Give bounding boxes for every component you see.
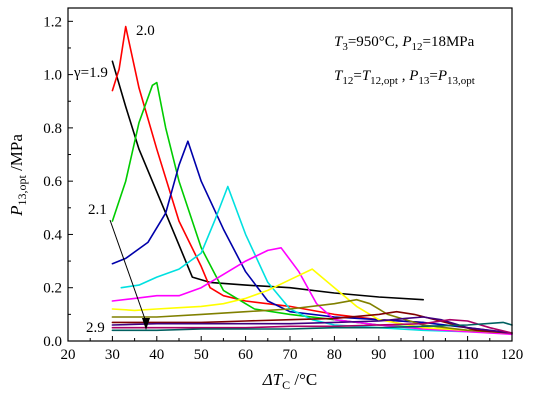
x-tick-label: 50 — [194, 347, 209, 363]
y-tick-label: 0.6 — [43, 174, 62, 190]
gamma-trend-arrow — [109, 219, 147, 323]
x-tick-label: 120 — [501, 347, 524, 363]
x-axis-title: ΔTC /°C — [262, 370, 318, 392]
conditions-line-1: T3=950°C, P12=18MPa — [334, 34, 475, 53]
x-tick-label: 110 — [457, 347, 479, 363]
x-tick-label: 20 — [61, 347, 76, 363]
y-tick-label: 0.0 — [43, 334, 62, 350]
x-tick-label: 40 — [149, 347, 164, 363]
y-tick-label: 0.2 — [43, 281, 62, 297]
x-tick-label: 70 — [283, 347, 298, 363]
gamma-trend-arrowhead — [142, 318, 150, 330]
y-tick-label: 1.0 — [43, 68, 62, 84]
ticks-layer: 20 30 40 50 60 70 80 90 100 110 120 0.0 0.2 0.4 0.6 0.8… — [43, 14, 523, 363]
series-line-3 — [111, 140, 513, 334]
y-axis-title: P13,opt /MPa — [7, 134, 29, 217]
x-tick-label: 100 — [412, 347, 435, 363]
gamma-first-label: γ=1.9 — [73, 65, 108, 81]
series-line-1 — [111, 25, 425, 324]
x-tick-label: 80 — [327, 347, 342, 363]
x-tick-label: 60 — [238, 347, 253, 363]
series-line-11 — [111, 321, 513, 332]
series-layer — [111, 25, 513, 336]
y-tick-label: 0.4 — [43, 227, 62, 243]
series-line-4 — [120, 185, 513, 334]
series-line-10 — [111, 318, 513, 334]
x-tick-label: 90 — [371, 347, 386, 363]
gamma-2-0-label: 2.0 — [136, 23, 155, 39]
y-tick-label: 0.8 — [43, 121, 62, 137]
gamma-2-1-label: 2.1 — [88, 202, 107, 218]
series-line-8 — [111, 310, 513, 334]
x-tick-label: 30 — [105, 347, 120, 363]
conditions-line-2: T12=T12,opt , P13=P13,opt — [334, 68, 475, 87]
y-tick-label: 1.2 — [43, 14, 62, 30]
gamma-last-label: 2.9 — [86, 320, 105, 336]
